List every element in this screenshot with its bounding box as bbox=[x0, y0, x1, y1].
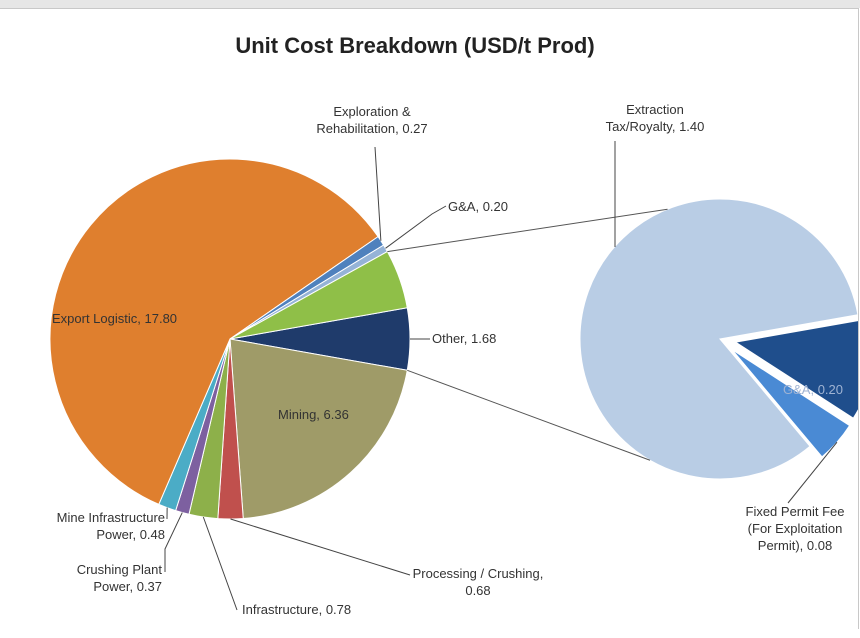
label-value: 0.48 bbox=[132, 527, 165, 542]
data-label: Exploration & Rehabilitation0.27 bbox=[305, 103, 440, 137]
label-value: 0.78 bbox=[319, 602, 352, 617]
data-label: Crushing Plant Power0.37 bbox=[52, 561, 162, 595]
chart-title: Unit Cost Breakdown (USD/t Prod) bbox=[0, 33, 830, 59]
label-value: 0.08 bbox=[800, 538, 833, 553]
leader-line bbox=[203, 517, 237, 610]
data-label: Other1.68 bbox=[432, 330, 552, 347]
chart: Unit Cost Breakdown (USD/t Prod) Other1.… bbox=[0, 8, 859, 629]
data-label: Mine Infrastructure Power0.48 bbox=[25, 509, 165, 543]
label-category: Infrastructure bbox=[242, 602, 319, 617]
data-label: Extraction Tax/Royalty1.40 bbox=[595, 101, 715, 135]
data-label: Infrastructure0.78 bbox=[242, 601, 372, 618]
label-category: Processing / Crushing bbox=[413, 566, 540, 581]
leader-line bbox=[231, 519, 410, 575]
leader-line bbox=[385, 206, 446, 248]
label-category: Other bbox=[432, 331, 464, 346]
label-value: 1.68 bbox=[464, 331, 497, 346]
label-category: Export Logistic bbox=[52, 311, 137, 326]
pie-slice bbox=[230, 339, 407, 519]
label-category: G&A bbox=[448, 199, 475, 214]
label-value: 0.20 bbox=[475, 199, 508, 214]
label-value: 17.80 bbox=[137, 311, 177, 326]
data-label: G&A0.20 bbox=[448, 198, 538, 215]
label-value: 0.37 bbox=[129, 579, 162, 594]
data-label: Fixed Permit Fee (For Exploitation Permi… bbox=[733, 503, 858, 554]
data-label: Export Logistic17.80 bbox=[52, 310, 252, 327]
label-category: Mining bbox=[278, 407, 316, 422]
data-label: Processing / Crushing0.68 bbox=[403, 565, 553, 599]
label-value: 6.36 bbox=[316, 407, 349, 422]
leader-line bbox=[375, 147, 381, 241]
window-strip bbox=[0, 0, 860, 8]
leader-line bbox=[165, 513, 182, 572]
label-value: 0.20 bbox=[810, 382, 843, 397]
data-label: Mining6.36 bbox=[278, 406, 398, 423]
label-value: 1.40 bbox=[672, 119, 705, 134]
label-category: G&A bbox=[783, 382, 810, 397]
label-value: 0.27 bbox=[395, 121, 428, 136]
data-label: G&A0.20 bbox=[783, 381, 859, 398]
